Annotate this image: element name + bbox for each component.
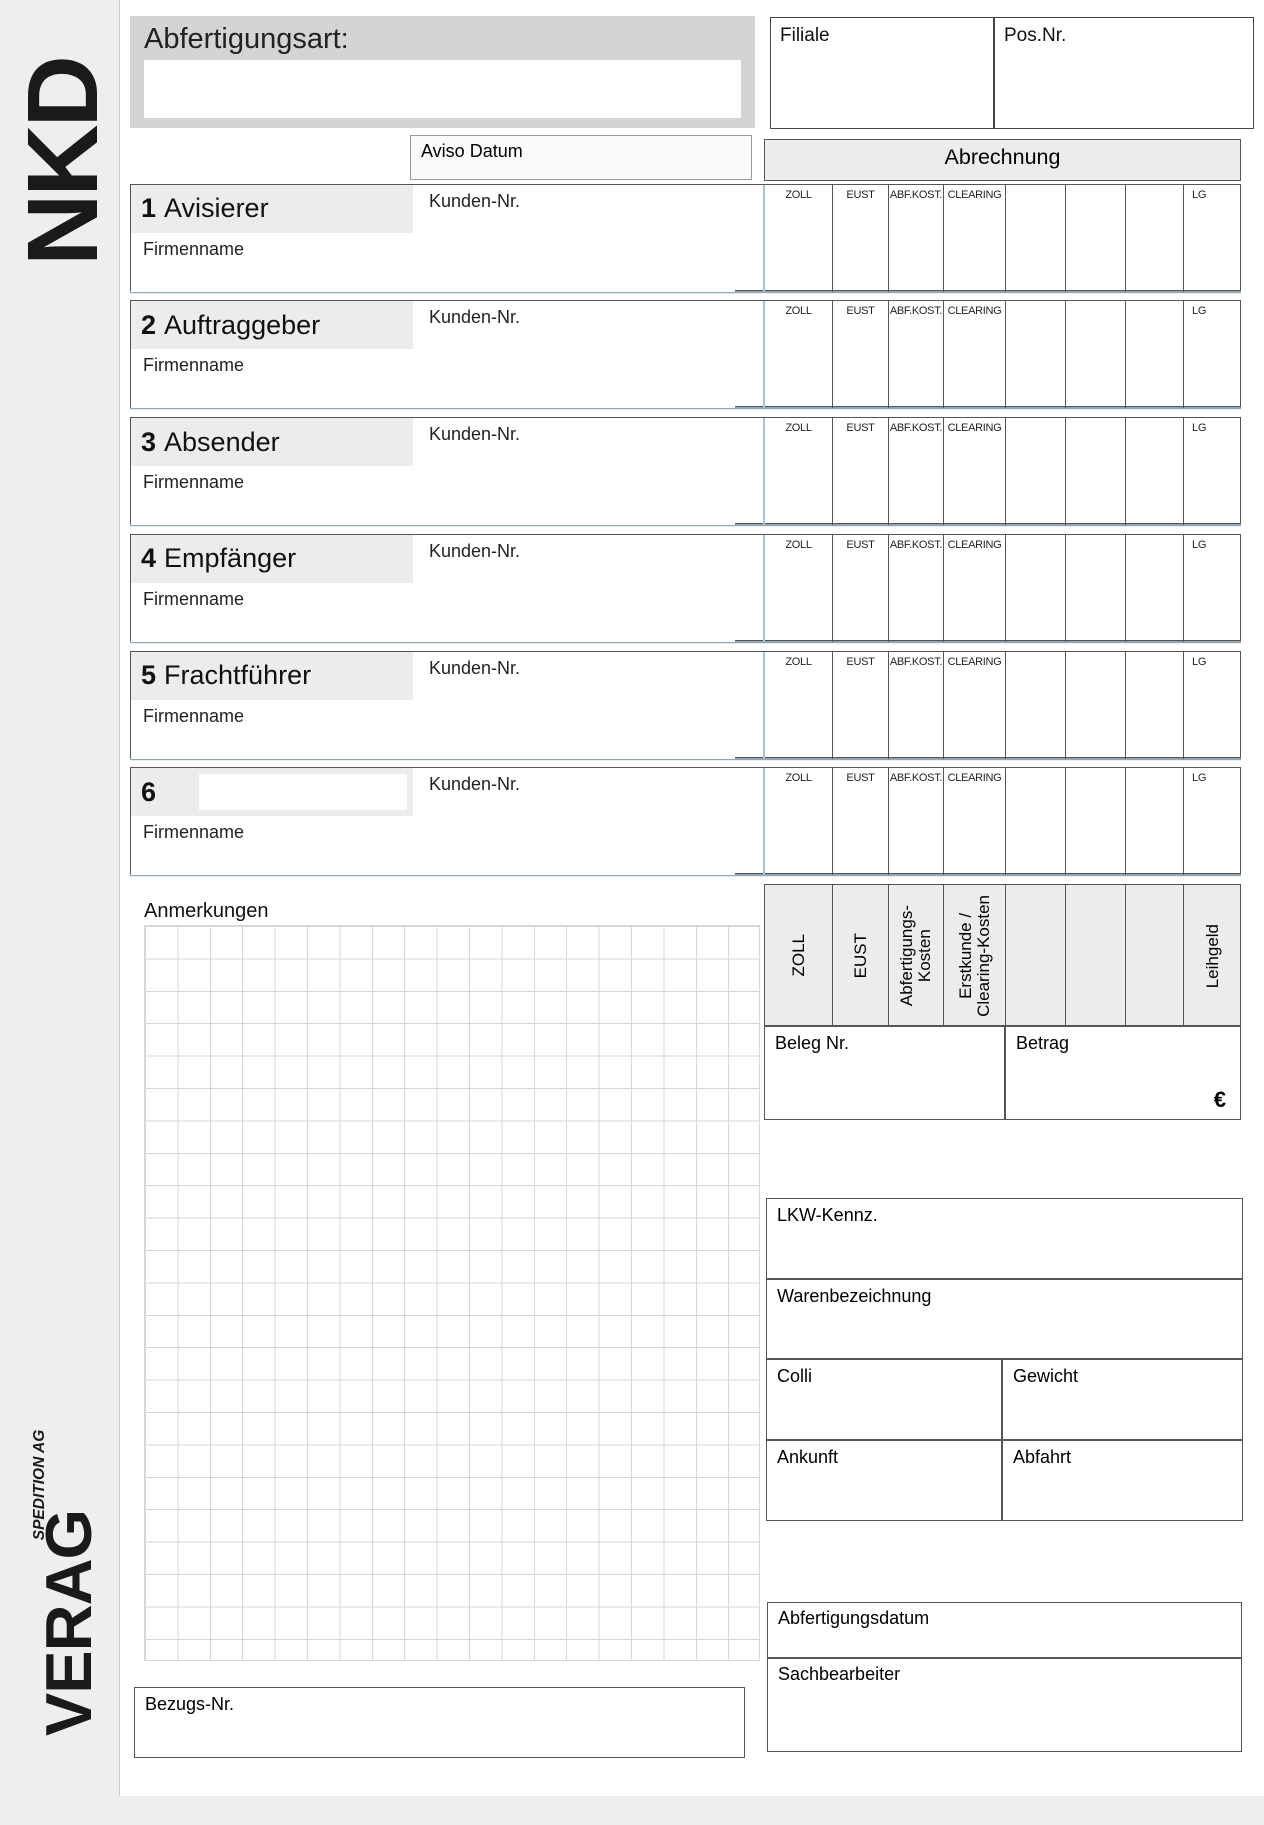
svg-text:VERAG: VERAG (32, 1510, 105, 1736)
svg-text:SPEDITION AG: SPEDITION AG (31, 1430, 48, 1541)
